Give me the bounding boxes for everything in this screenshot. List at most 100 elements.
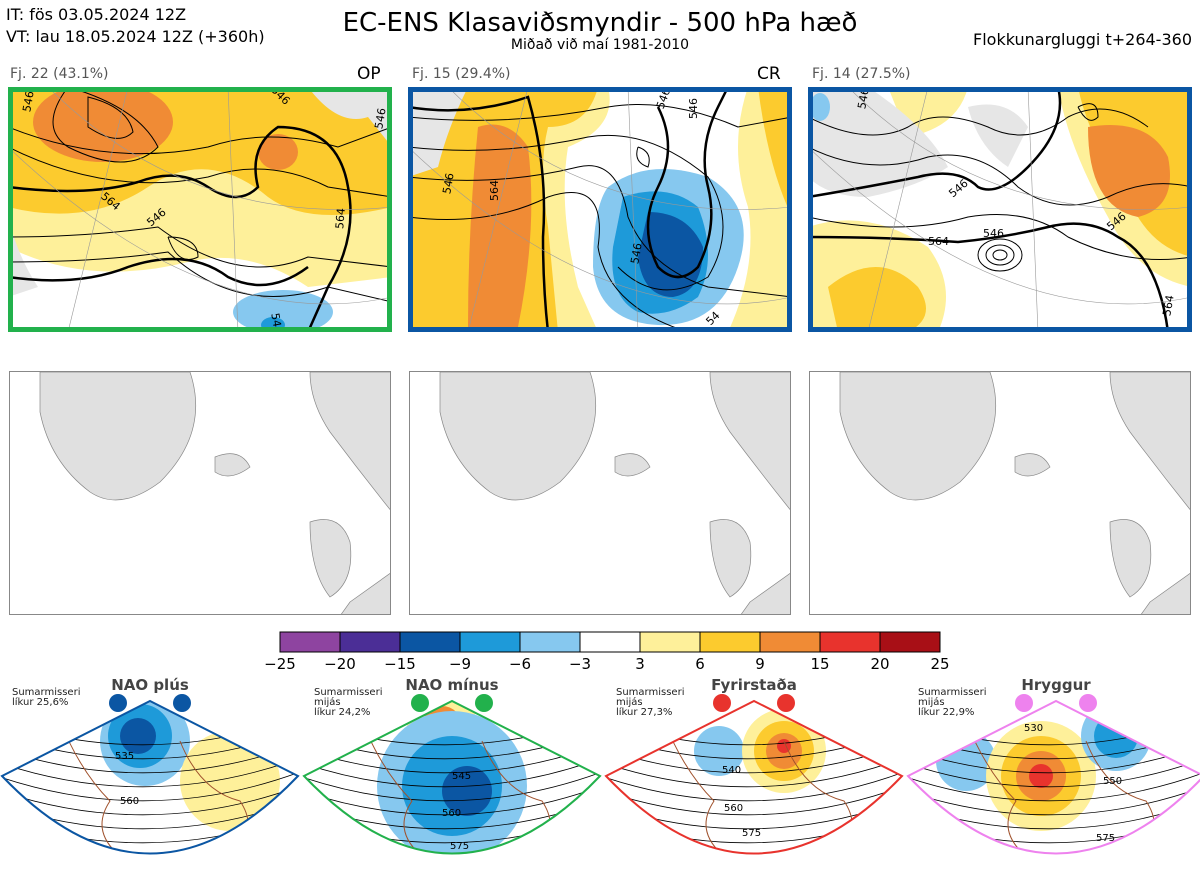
contour-value-label: 575 — [450, 841, 469, 852]
page-title: EC-ENS Klasaviðsmyndir - 500 hPa hæð — [342, 8, 858, 38]
height-contour — [606, 785, 902, 816]
colorbar-segment — [759, 631, 821, 653]
regime-info: Sumarmisseri mijás líkur 27,3% — [616, 688, 684, 718]
regime-marker — [777, 694, 795, 712]
regime-info-line: mijás — [314, 697, 341, 708]
regime-frame — [604, 699, 904, 855]
contour-value-label: 575 — [1096, 833, 1115, 844]
contour-label: 564 — [928, 235, 949, 248]
anomaly-blob — [180, 731, 280, 831]
contour-value-label: 545 — [452, 771, 471, 782]
regime-frame — [0, 699, 300, 855]
clustering-window: Flokkunargluggi t+264-360 — [973, 30, 1192, 49]
contour-value-label: 560 — [120, 796, 139, 807]
regime-info: Sumarmisseri mijás líkur 22,9% — [918, 688, 986, 718]
anomaly-blob — [694, 726, 744, 776]
regime-map: 535 560 — [0, 694, 300, 855]
regime-frame — [302, 699, 602, 855]
colorbar-tick-label: −15 — [384, 655, 416, 673]
colorbar — [279, 631, 941, 653]
height-contour — [2, 785, 298, 816]
colorbar-tick-label: −6 — [508, 655, 532, 673]
colorbar-tick-label: 6 — [695, 655, 705, 673]
regime-info-line: Sumarmisseri — [918, 687, 987, 698]
regime-info-line: Sumarmisseri — [314, 687, 383, 698]
colorbar-segment — [459, 631, 521, 653]
height-contour — [304, 771, 600, 802]
height-contour — [606, 771, 902, 802]
cluster-2-map-graphic — [408, 87, 792, 332]
colorbar-segment — [279, 631, 341, 653]
page-subtitle: Miðað við maí 1981-2010 — [510, 37, 690, 53]
regime-map: 545 560 575 — [302, 694, 602, 855]
colorbar-tick-label: 9 — [755, 655, 765, 673]
colorbar-tick-label: −3 — [568, 655, 592, 673]
contour-label: 546 — [983, 227, 1004, 240]
colorbar-segment — [399, 631, 461, 653]
height-contour — [908, 785, 1200, 816]
regime-map: 540 560 575 — [604, 694, 904, 855]
empty-map-1 — [9, 371, 391, 615]
colorbar-segment — [339, 631, 401, 653]
empty-map-2 — [409, 371, 791, 615]
regime-frame — [906, 699, 1200, 855]
contour-value-label: 540 — [722, 765, 741, 776]
colorbar-segment — [639, 631, 701, 653]
regime-marker — [713, 694, 731, 712]
regime-info-line: líkur 27,3% — [616, 707, 673, 718]
regime-info: Sumarmisseri mijás líkur 24,2% — [314, 688, 382, 718]
height-contour — [2, 771, 298, 802]
regime-title: NAO mínus — [405, 676, 499, 694]
colorbar-tick-label: 25 — [930, 655, 950, 673]
regime-info-line: líkur 24,2% — [314, 707, 371, 718]
cluster-2-border — [408, 87, 792, 332]
regime-info-line: líkur 22,9% — [918, 707, 975, 718]
regime-info-line: Sumarmisseri — [616, 687, 685, 698]
regime-marker — [475, 694, 493, 712]
colorbar-tick-label: 20 — [870, 655, 890, 673]
height-contour — [304, 785, 600, 816]
regime-info: Sumarmisseri líkur 25,6% — [12, 688, 80, 708]
cluster-2-tag: CR — [757, 64, 781, 84]
contour-value-label: 535 — [115, 751, 134, 762]
header-info: IT: fös 03.05.2024 12Z VT: lau 18.05.202… — [6, 4, 265, 48]
cluster-2-map: 546 564 546 546 546 54 — [408, 87, 792, 332]
cluster-1-map: 546 546 564 546 546 564 546 — [8, 87, 392, 332]
regime-marker — [173, 694, 191, 712]
regime-info-line: mijás — [616, 697, 643, 708]
contour-value-label: 530 — [1024, 723, 1043, 734]
colorbar-segment — [699, 631, 761, 653]
regime-title: NAO plús — [111, 676, 189, 694]
height-contour — [2, 757, 298, 788]
regime-info-line: líkur 25,6% — [12, 697, 69, 708]
regime-map: 530 550 575 — [906, 694, 1200, 855]
cluster-1-tag: OP — [357, 64, 381, 84]
colorbar-tick-label: −9 — [448, 655, 472, 673]
regime-marker — [1079, 694, 1097, 712]
colorbar-tick-label: −25 — [264, 655, 296, 673]
colorbar-tick-label: −20 — [324, 655, 356, 673]
colorbar-segment — [519, 631, 581, 653]
anomaly-blob — [1029, 764, 1053, 788]
init-time: IT: fös 03.05.2024 12Z — [6, 5, 187, 24]
cluster-3-map: 546 546 564 546 546 564 — [808, 87, 1192, 332]
regime-marker — [411, 694, 429, 712]
height-contour — [908, 757, 1200, 788]
colorbar-tick-label: 3 — [635, 655, 645, 673]
height-contour — [908, 771, 1200, 802]
contour-value-label: 550 — [1103, 776, 1122, 787]
regime-title: Fyrirstaða — [711, 676, 797, 694]
height-contour — [606, 757, 902, 788]
contour-value-label: 575 — [742, 828, 761, 839]
anomaly-blob — [1094, 714, 1138, 758]
cluster-2-label: Fj. 15 (29.4%) — [412, 66, 511, 82]
valid-time: VT: lau 18.05.2024 12Z (+360h) — [6, 27, 265, 46]
land-shapes — [439, 372, 790, 614]
anomaly-blob — [442, 766, 492, 816]
land-shapes — [39, 372, 390, 614]
contour-value-label: 560 — [724, 803, 743, 814]
regime-title: Hryggur — [1021, 676, 1091, 694]
colorbar-segment — [879, 631, 941, 653]
height-contour — [304, 757, 600, 788]
cluster-3-label: Fj. 14 (27.5%) — [812, 66, 911, 82]
